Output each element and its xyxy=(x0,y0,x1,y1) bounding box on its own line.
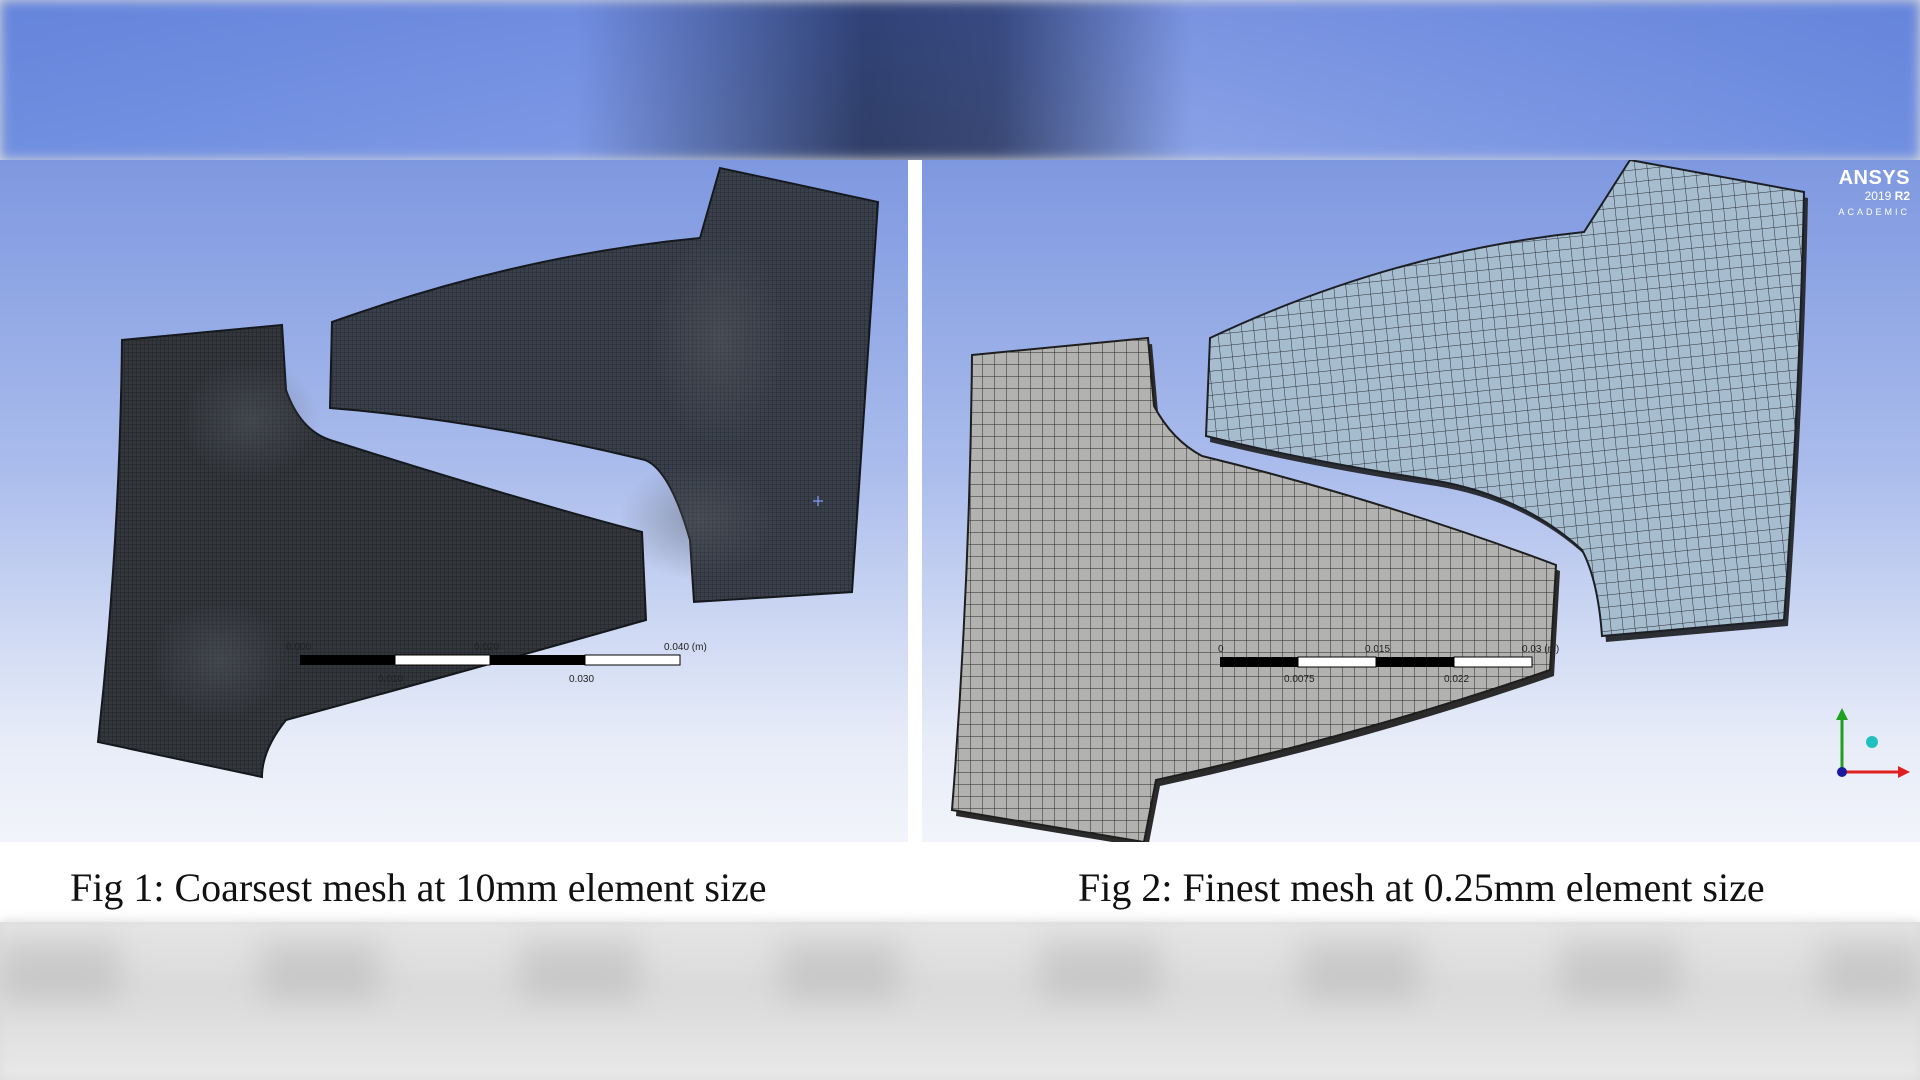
axis-triad-icon[interactable] xyxy=(1836,708,1910,778)
logo-edition: ACADEMIC xyxy=(1838,207,1910,217)
ansys-logo: ANSYS 2019 R2 ACADEMIC xyxy=(1838,168,1910,217)
coarse-scale-label-0: 0.000 xyxy=(286,642,311,653)
blurred-background-bottom xyxy=(0,920,1920,1080)
coarse-scale-label-1: 0.010 xyxy=(378,674,403,685)
fine-mesh-upper-tooth xyxy=(1204,160,1806,638)
coarse-scale-bar: 0.000 0.020 0.040 (m) 0.010 0.030 xyxy=(286,642,707,685)
fine-mesh-graphic: 0 0.015 0.03 (m) 0.0075 0.022 xyxy=(950,160,1910,842)
logo-brand: ANSYS xyxy=(1838,167,1910,189)
fine-mesh-viewport[interactable]: 0 0.015 0.03 (m) 0.0075 0.022 ANSYS 2019… xyxy=(922,160,1920,842)
coarse-scale-label-3: 0.030 xyxy=(569,674,594,685)
figure-2-caption: Fig 2: Finest mesh at 0.25mm element siz… xyxy=(1078,865,1765,910)
coarse-mesh-graphic: 0.000 0.020 0.040 (m) 0.010 0.030 xyxy=(96,166,880,779)
coarse-scale-label-2: 0.020 xyxy=(474,642,499,653)
fine-scale-label-2: 0.015 xyxy=(1365,644,1390,655)
coarse-scale-label-4: 0.040 (m) xyxy=(664,642,707,653)
logo-release: R2 xyxy=(1894,189,1910,203)
coarse-mesh-viewport[interactable]: 0.000 0.020 0.040 (m) 0.010 0.030 xyxy=(0,160,908,842)
fine-scale-bar: 0 0.015 0.03 (m) 0.0075 0.022 xyxy=(1218,644,1559,685)
fine-mesh-lower-tooth xyxy=(950,336,1558,842)
fine-scale-label-4: 0.03 (m) xyxy=(1522,644,1559,655)
fine-scale-label-0: 0 xyxy=(1218,644,1224,655)
fine-scale-label-3: 0.022 xyxy=(1444,674,1469,685)
blurred-background-top xyxy=(0,0,1920,160)
fine-scale-label-1: 0.0075 xyxy=(1284,674,1315,685)
figure-1-caption: Fig 1: Coarsest mesh at 10mm element siz… xyxy=(70,865,767,910)
logo-version: 2019 xyxy=(1864,189,1892,203)
